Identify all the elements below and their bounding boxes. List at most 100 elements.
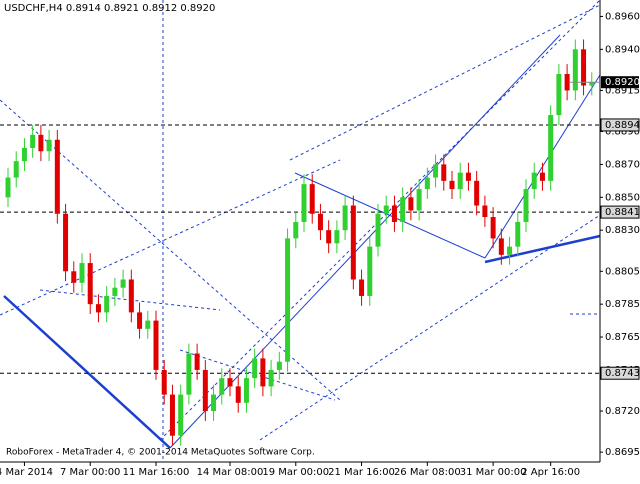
candle-body <box>112 287 118 296</box>
candle-body <box>548 115 554 181</box>
y-tick-label: 0.8890 <box>605 127 640 138</box>
candle-body <box>572 49 578 91</box>
trend-line <box>484 234 601 264</box>
y-tick-label: 0.8695 <box>605 447 640 458</box>
candle-body <box>564 73 570 91</box>
candle-body <box>433 164 439 178</box>
candle-body <box>556 73 562 116</box>
candle-body <box>169 394 175 436</box>
channel-line <box>169 34 561 449</box>
candle-body <box>498 238 504 255</box>
trend-line <box>3 295 171 449</box>
candle-body <box>63 213 69 272</box>
y-tick-label: 0.8870 <box>605 159 640 170</box>
candle-body <box>367 246 373 296</box>
dashed-line <box>289 4 601 161</box>
candle-body <box>87 263 93 305</box>
x-tick-label: 2 Apr 16:00 <box>521 467 580 478</box>
candle-body <box>293 221 299 239</box>
x-tick-label: 11 Mar 16:00 <box>123 467 190 478</box>
candle-body <box>441 164 447 181</box>
candle-body <box>531 172 537 190</box>
candle-body <box>375 213 381 247</box>
candle-body <box>71 271 77 283</box>
candle-body <box>202 369 208 412</box>
candle-body <box>79 263 85 283</box>
candle-body <box>507 246 513 255</box>
y-tick-label: 0.8785 <box>605 299 640 310</box>
x-tick-label: 31 Mar 00:00 <box>460 467 527 478</box>
candle-body <box>153 320 159 370</box>
candle-body <box>128 279 134 313</box>
candle-body <box>252 358 258 379</box>
candle-body <box>515 221 521 247</box>
footer: RoboForex - MetaTrader 4, © 2001-2014 Me… <box>6 448 315 458</box>
candle-body <box>145 320 151 329</box>
candle-body <box>408 197 414 211</box>
candle-body <box>211 394 217 412</box>
candle-body <box>5 177 11 198</box>
x-tick-label: 7 Mar 00:00 <box>60 467 120 478</box>
candle-body <box>309 184 315 214</box>
candle-body <box>474 180 480 206</box>
candle-body <box>13 161 19 178</box>
y-tick-label: 0.8830 <box>605 225 640 236</box>
level-label-box <box>600 366 640 380</box>
y-tick-label: 0.8765 <box>605 332 640 343</box>
x-tick-label: 21 Mar 16:00 <box>328 467 395 478</box>
candle-body <box>317 213 323 231</box>
y-tick-label: 0.8940 <box>605 44 640 55</box>
candle-body <box>260 358 266 387</box>
candle-body <box>227 378 233 387</box>
candle-body <box>285 238 291 362</box>
candle-body <box>178 394 184 436</box>
dashed-line <box>259 214 601 441</box>
dashed-line <box>0 159 341 316</box>
candle-body <box>161 369 167 395</box>
candle-body <box>21 147 27 162</box>
candle-body <box>581 49 587 86</box>
level-label: 0.8841 <box>605 207 640 218</box>
candle-body <box>95 304 101 313</box>
channel-line <box>294 172 486 259</box>
candle-body <box>589 82 595 86</box>
candle-body <box>416 189 422 211</box>
candle-body <box>104 295 110 313</box>
level-label-box <box>600 205 640 219</box>
candle-body <box>194 353 200 370</box>
x-tick-label: 26 Mar 08:00 <box>394 467 461 478</box>
candle-body <box>400 197 406 222</box>
candle-body <box>383 205 389 214</box>
level-label: 0.8894 <box>605 120 640 131</box>
candle-body <box>334 230 340 244</box>
candle-body <box>465 172 471 181</box>
last-price-label: 0.8920 <box>605 77 640 88</box>
candle-body <box>186 353 192 395</box>
x-tick-label: 14 Mar 08:00 <box>197 467 264 478</box>
candle-body <box>457 172 463 190</box>
candle-body <box>482 205 488 218</box>
candle-body <box>30 134 36 148</box>
y-tick-label: 0.8720 <box>605 406 640 417</box>
candle-body <box>391 205 397 222</box>
candle-body <box>137 312 143 329</box>
x-tick-label: 4 Mar 2014 <box>0 467 53 478</box>
y-tick-label: 0.8850 <box>605 192 640 203</box>
dashed-line <box>159 0 601 441</box>
candle-body <box>276 361 282 370</box>
candle-body <box>243 378 249 403</box>
candle-body <box>424 177 430 190</box>
candle-body <box>268 369 274 387</box>
candle-body <box>342 205 348 231</box>
candle-body <box>449 180 455 190</box>
y-tick-label: 0.8915 <box>605 85 640 96</box>
x-tick-label: 19 Mar 00:00 <box>262 467 329 478</box>
last-price-box <box>601 76 639 89</box>
candle-body <box>235 386 241 403</box>
candle-body <box>301 184 307 222</box>
candle-body <box>539 172 545 181</box>
candle-body <box>120 279 126 288</box>
chart-title: USDCHF,H4 0.8914 0.8921 0.8912 0.8920 <box>4 3 215 14</box>
